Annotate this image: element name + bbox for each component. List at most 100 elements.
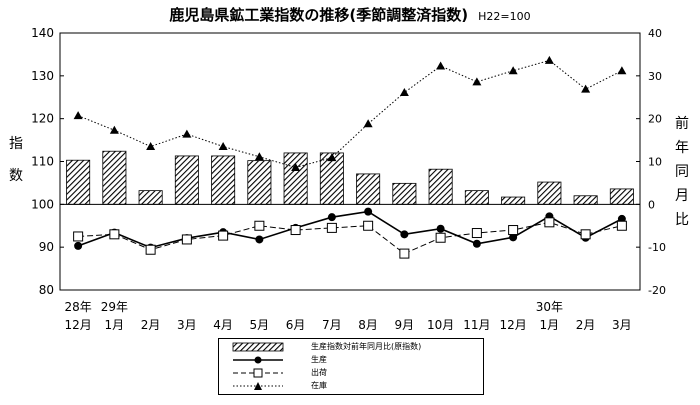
bar-yoy	[573, 195, 598, 205]
y-left-tick-label: 80	[39, 283, 54, 297]
point-inventory	[508, 66, 518, 75]
x-tick-label: 1月	[539, 318, 560, 332]
point-shipment	[580, 229, 591, 240]
point-inventory	[472, 77, 482, 86]
point-shipment	[145, 244, 156, 255]
point-inventory	[291, 162, 301, 171]
bar-yoy	[428, 168, 453, 205]
x-tick-label: 6月	[285, 318, 306, 332]
point-production	[472, 239, 481, 248]
y-right-tick-label: 0	[648, 198, 655, 211]
point-shipment	[616, 220, 627, 231]
y-right-tick-label: 20	[648, 113, 662, 126]
point-shipment	[254, 220, 265, 231]
bar-yoy	[211, 155, 236, 205]
bar-yoy	[66, 159, 91, 205]
x-year-label: 28年	[64, 300, 92, 314]
point-inventory	[254, 152, 264, 161]
bar-yoy	[174, 155, 199, 205]
point-inventory	[182, 129, 192, 138]
point-inventory	[146, 142, 156, 151]
point-inventory	[544, 55, 554, 64]
legend-label-bar: 生産指数対前年同月比(原指数)	[311, 342, 422, 351]
x-tick-label: 3月	[612, 318, 632, 332]
point-shipment	[435, 232, 446, 243]
y-right-tick-label: 30	[648, 70, 662, 83]
y-left-tick-label: 90	[39, 240, 54, 254]
legend-item-production: 生産	[219, 354, 483, 366]
y-left-tick-label: 140	[31, 26, 54, 40]
x-tick-label: 12月	[499, 318, 527, 332]
x-tick-label: 4月	[213, 318, 233, 332]
point-shipment	[73, 231, 84, 242]
point-inventory	[218, 142, 228, 151]
legend: 生産指数対前年同月比(原指数) 生産 出荷 在庫	[218, 338, 484, 395]
point-production	[509, 233, 518, 242]
point-shipment	[471, 228, 482, 239]
chart-title-text: 鹿児島県鉱工業指数の推移(季節調整済指数)	[169, 6, 469, 24]
legend-label-production: 生産	[311, 355, 327, 364]
line-triangle	[77, 59, 623, 169]
legend-item-bar: 生産指数対前年同月比(原指数)	[219, 341, 483, 353]
point-shipment	[218, 230, 229, 241]
y-left-tick-label: 100	[31, 197, 54, 211]
point-shipment	[508, 225, 519, 236]
point-inventory	[109, 125, 119, 134]
x-tick-label: 10月	[426, 318, 455, 332]
bar-yoy	[283, 152, 308, 205]
line-square	[78, 221, 622, 255]
legend-item-shipment: 出荷	[219, 367, 483, 379]
bar-yoy	[138, 190, 163, 205]
x-tick-label: 2月	[575, 318, 596, 332]
y-left-tick-label: 110	[31, 155, 54, 169]
bar-yoy	[247, 160, 272, 205]
x-tick-label: 5月	[249, 318, 270, 332]
bar-yoy	[501, 196, 526, 205]
legend-swatch-shipment	[233, 368, 283, 378]
y-left-tick-label: 120	[31, 112, 54, 126]
point-inventory	[436, 61, 446, 70]
legend-label-shipment: 出荷	[311, 368, 327, 377]
y-right-tick-label: 40	[648, 27, 662, 40]
x-tick-label: 9月	[394, 318, 415, 332]
y-axis-left-label: 指数	[9, 136, 23, 184]
point-shipment	[544, 217, 555, 228]
y-left-tick-label: 130	[31, 69, 54, 83]
point-shipment	[109, 229, 120, 240]
chart-subtitle: H22=100	[478, 10, 531, 23]
point-shipment	[399, 248, 410, 259]
chart-title: 鹿児島県鉱工業指数の推移(季節調整済指数) H22=100	[0, 4, 700, 25]
point-production	[327, 213, 336, 222]
legend-label-inventory: 在庫	[311, 381, 327, 390]
x-year-label: 29年	[100, 300, 129, 314]
x-tick-label: 12月	[64, 318, 92, 332]
y-right-tick-label: -10	[648, 241, 666, 254]
point-production	[400, 230, 409, 239]
point-inventory	[327, 153, 337, 162]
bar-yoy	[102, 150, 127, 205]
legend-swatch-production	[233, 356, 283, 364]
x-tick-label: 7月	[322, 318, 342, 332]
y-right-tick-label: -20	[648, 284, 666, 297]
x-year-label: 30年	[535, 300, 564, 314]
y-axis-right-label: 前年同月比	[675, 116, 689, 228]
point-shipment	[363, 220, 374, 231]
point-inventory	[399, 88, 409, 97]
legend-item-inventory: 在庫	[219, 380, 483, 392]
line-circle	[77, 210, 623, 249]
x-tick-label: 11月	[463, 318, 491, 332]
point-inventory	[581, 84, 591, 93]
point-inventory	[617, 66, 627, 75]
point-shipment	[181, 234, 192, 245]
point-production	[74, 241, 83, 250]
point-production	[436, 224, 445, 233]
bar-yoy	[356, 173, 381, 205]
x-tick-label: 2月	[140, 318, 161, 332]
bar-yoy	[392, 182, 417, 205]
x-tick-label: 8月	[358, 318, 378, 332]
bar-yoy	[464, 190, 489, 205]
y-right-tick-label: 10	[648, 156, 662, 169]
point-inventory	[363, 119, 373, 128]
x-tick-label: 1月	[104, 318, 125, 332]
